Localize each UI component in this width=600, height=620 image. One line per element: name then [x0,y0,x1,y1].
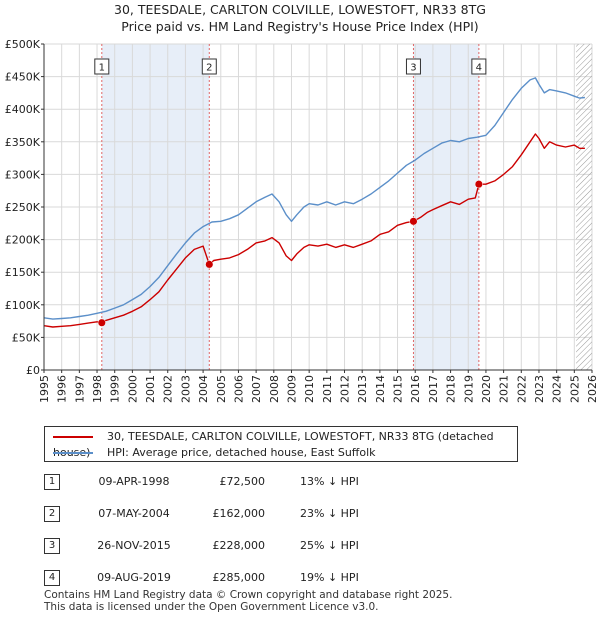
x-tick-label: 2001 [144,375,157,403]
y-tick-label: £300K [5,168,41,181]
x-tick-label: 2004 [197,375,210,403]
sale-point [474,180,483,189]
sale-date: 09-APR-1998 [98,475,170,488]
series-line [44,133,585,328]
sale-hpi-diff: 19% ↓ HPI [300,571,359,584]
sale-number: 3 [44,538,60,554]
sale-price: £228,000 [212,539,266,552]
sale-box-label: 2 [206,63,212,74]
x-tick-label: 2016 [409,375,422,403]
legend-swatch-property [53,436,93,438]
sale-box [471,58,487,75]
y-tick-label: £400K [5,103,41,116]
y-tick-label: £0 [26,364,40,377]
x-tick-label: 2024 [551,375,564,403]
sale-date: 07-MAY-2004 [98,507,170,520]
sale-number: 1 [44,474,60,490]
sale-box [201,58,217,75]
sale-hpi-diff: 23% ↓ HPI [300,507,359,520]
x-tick-label: 2010 [303,375,316,403]
sale-box-label: 1 [99,63,105,74]
x-tick-label: 2009 [285,375,298,403]
sale-price: £285,000 [212,571,266,584]
x-tick-label: 2000 [126,375,139,403]
sale-number: 4 [44,570,60,586]
x-tick-label: 2008 [268,375,281,403]
x-tick-label: 2006 [232,375,245,403]
sale-row: 3 26-NOV-2015 £228,000 25% ↓ HPI [0,538,600,558]
y-tick-label: £250K [5,201,41,214]
x-tick-label: 1997 [73,375,86,403]
x-tick-label: 2023 [533,375,546,403]
y-tick-label: £50K [12,331,41,344]
x-tick-label: 2002 [162,375,175,403]
price-chart: 1 2 3 4 £0 £50K £100K £150K £200K £250K £300K £350… [5,38,599,403]
y-tick-label: £350K [5,136,41,149]
legend-swatch-hpi [53,452,93,454]
forecast-hatch [576,44,592,370]
x-tick-label: 2013 [356,375,369,403]
x-tick-label: 2017 [427,375,440,403]
series-line [44,77,585,320]
chart-subtitle: Price paid vs. HM Land Registry's House … [121,19,479,34]
sale-number: 2 [44,506,60,522]
sale-date: 26-NOV-2015 [97,539,171,552]
y-tick-label: £450K [5,71,41,84]
x-tick-label: 2005 [215,375,228,403]
x-tick-label: 2019 [462,375,475,403]
y-tick-label: £500K [5,38,41,51]
sale-point [97,318,106,327]
x-tick-label: 1996 [56,375,69,403]
x-tick-label: 2020 [480,375,493,403]
chart-title: 30, TEESDALE, CARLTON COLVILLE, LOWESTOF… [114,2,486,17]
sale-row: 2 07-MAY-2004 £162,000 23% ↓ HPI [0,506,600,526]
legend-item-hpi: HPI: Average price, detached house, East… [53,445,376,461]
sale-box-label: 4 [476,63,482,74]
y-tick-label: £100K [5,299,41,312]
sale-hpi-diff: 25% ↓ HPI [300,539,359,552]
x-tick-label: 2011 [321,375,334,403]
sale-box [405,58,421,75]
x-tick-label: 2018 [445,375,458,403]
legend-item-property: 30, TEESDALE, CARLTON COLVILLE, LOWESTOF… [53,429,517,459]
legend-label-hpi: HPI: Average price, detached house, East… [107,446,376,459]
x-tick-label: 1998 [91,375,104,403]
footer: Contains HM Land Registry data © Crown c… [44,589,452,613]
sale-row: 4 09-AUG-2019 £285,000 19% ↓ HPI [0,570,600,590]
sale-price: £72,500 [219,475,266,488]
sale-date: 09-AUG-2019 [97,571,171,584]
x-tick-label: 2022 [515,375,528,403]
sale-point [205,260,214,269]
x-tick-label: 1995 [38,375,51,403]
sale-hpi-diff: 13% ↓ HPI [300,475,359,488]
sale-box [94,58,110,75]
y-tick-label: £200K [5,234,41,247]
x-tick-label: 2003 [179,375,192,403]
x-tick-label: 2025 [568,375,581,403]
x-tick-label: 1999 [109,375,122,403]
legend-label-property: 30, TEESDALE, CARLTON COLVILLE, LOWESTOF… [53,430,494,459]
sale-box-label: 3 [410,63,416,74]
sale-row: 1 09-APR-1998 £72,500 13% ↓ HPI [0,474,600,494]
sale-price: £162,000 [212,507,266,520]
x-tick-label: 2021 [498,375,511,403]
x-tick-label: 2007 [250,375,263,403]
sale-point [409,217,418,226]
legend: 30, TEESDALE, CARLTON COLVILLE, LOWESTOF… [44,426,518,462]
x-tick-label: 2015 [392,375,405,403]
footer-copyright: Contains HM Land Registry data © Crown c… [44,589,453,601]
x-tick-label: 2014 [374,375,387,403]
x-tick-label: 2012 [339,375,352,403]
x-tick-label: 2026 [586,375,599,403]
footer-licence: This data is licensed under the Open Gov… [44,601,379,613]
y-tick-label: £150K [5,266,41,279]
